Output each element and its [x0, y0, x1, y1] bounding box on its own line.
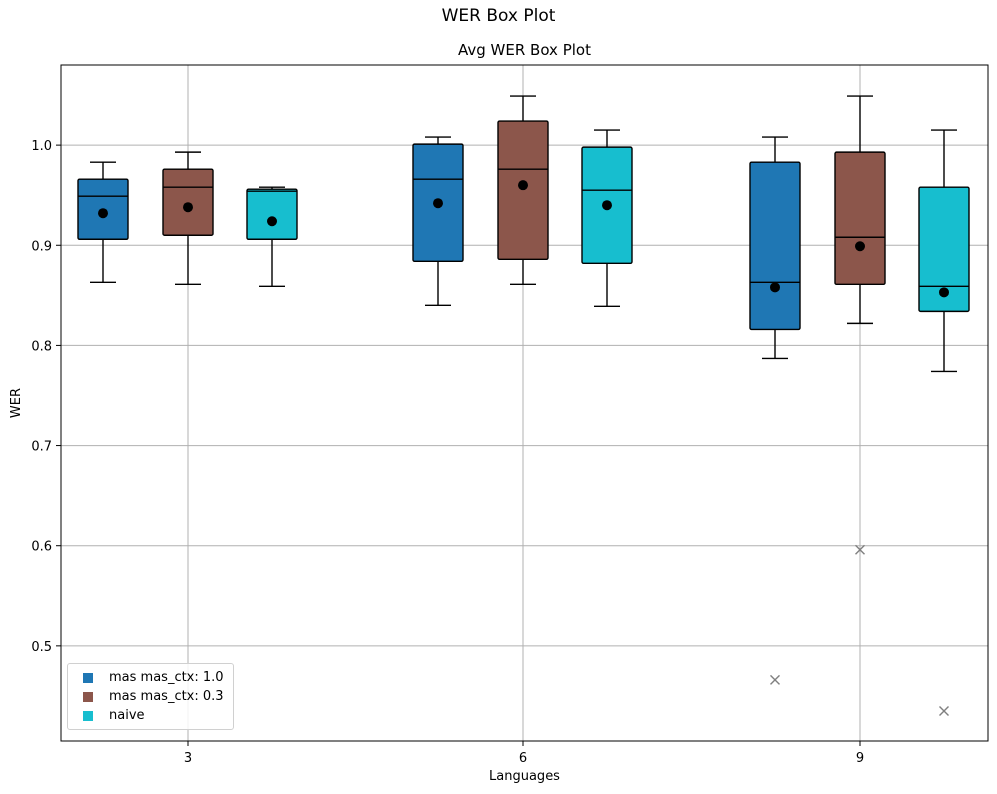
mean-marker — [267, 216, 277, 227]
legend-item: mas mas_ctx: 1.0 — [77, 668, 224, 687]
legend: mas mas_ctx: 1.0 mas mas_ctx: 0.3 naive — [67, 663, 234, 730]
outlier-stroke — [770, 674, 780, 685]
x-tick-label: 9 — [856, 751, 864, 766]
legend-item: naive — [77, 706, 224, 725]
figure-title: WER Box Plot — [441, 6, 556, 26]
y-tick-label: 0.5 — [31, 640, 52, 655]
mean-marker — [518, 180, 528, 191]
box-layer — [77, 95, 970, 716]
legend-swatch-cyan — [83, 710, 93, 721]
y-tick-label: 0.8 — [31, 339, 52, 354]
x-axis-label: Languages — [489, 769, 560, 784]
plot-frame — [60, 64, 989, 742]
box-3-9 — [918, 129, 970, 716]
legend-swatch-blue — [83, 672, 93, 683]
mean-marker — [939, 287, 949, 298]
legend-swatch-brown — [83, 691, 93, 702]
outlier-marker — [855, 544, 865, 555]
box-3-6 — [581, 129, 633, 308]
legend-label: mas mas_ctx: 0.3 — [109, 689, 224, 704]
tick-layer: 0.5 0.6 0.7 0.8 0.9 1.0 3 6 9 — [31, 139, 864, 766]
y-tick-label: 0.6 — [31, 540, 52, 555]
box-body — [834, 151, 886, 286]
legend-label: mas mas_ctx: 1.0 — [109, 670, 224, 685]
box-1-3 — [77, 161, 129, 284]
y-axis-label: WER — [9, 388, 24, 418]
box-1-6 — [412, 136, 464, 307]
box-2-6 — [497, 95, 549, 286]
outlier-stroke — [939, 705, 949, 716]
box-body — [749, 161, 801, 331]
mean-marker — [770, 282, 780, 293]
chart-title: Avg WER Box Plot — [458, 41, 591, 59]
mean-marker — [855, 241, 865, 252]
y-tick-label: 0.7 — [31, 440, 52, 455]
box-body — [497, 120, 549, 260]
box-2-9 — [834, 95, 886, 555]
box-body — [162, 168, 214, 236]
box-3-3 — [246, 186, 298, 288]
outlier-stroke — [855, 544, 865, 555]
y-tick-label: 1.0 — [31, 139, 52, 154]
mean-marker — [98, 208, 108, 219]
mean-marker — [433, 198, 443, 209]
mean-marker — [183, 202, 193, 213]
outlier-marker — [939, 705, 949, 716]
x-tick-label: 6 — [519, 751, 527, 766]
box-body — [918, 186, 970, 313]
x-tick-label: 3 — [184, 751, 192, 766]
legend-item: mas mas_ctx: 0.3 — [77, 687, 224, 706]
y-tick-label: 0.9 — [31, 239, 52, 254]
legend-label: naive — [109, 708, 145, 723]
box-2-3 — [162, 151, 214, 286]
mean-marker — [602, 200, 612, 211]
box-1-9 — [749, 136, 801, 685]
grid-layer — [61, 65, 988, 741]
box-body — [246, 188, 298, 240]
outlier-marker — [770, 674, 780, 685]
